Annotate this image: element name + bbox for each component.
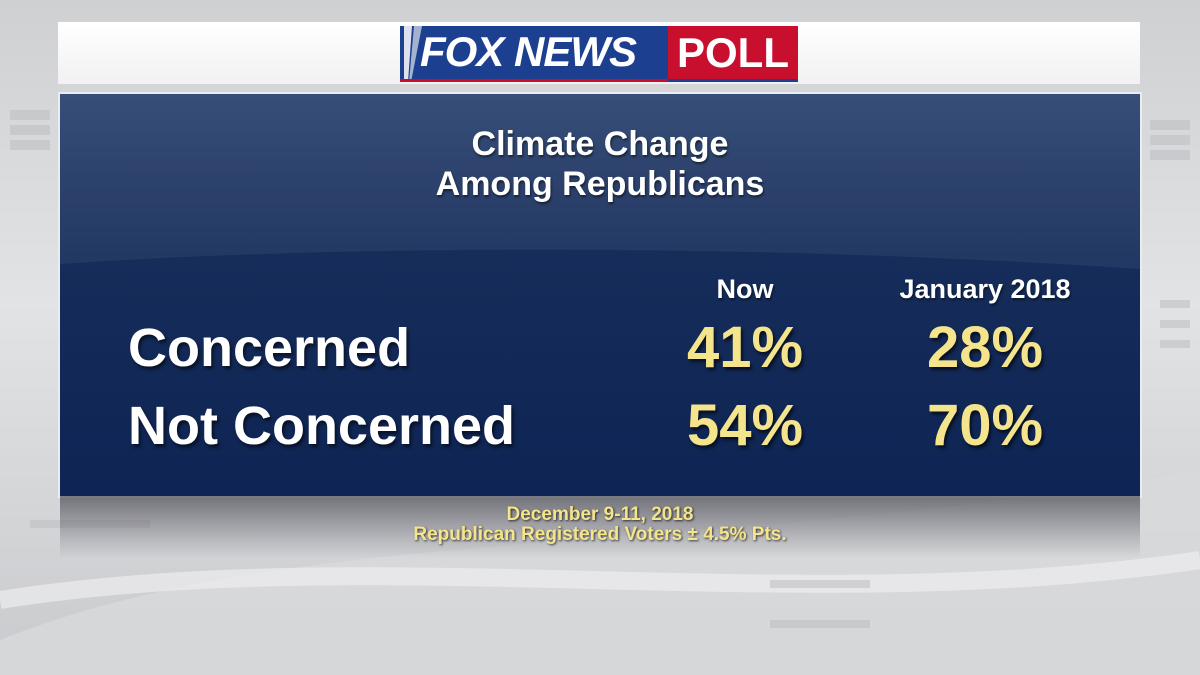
row-label-not-concerned: Not Concerned <box>128 396 516 456</box>
value-not-concerned-january-2018: 70% <box>926 393 1044 458</box>
searchlight-icon <box>404 26 422 79</box>
value-concerned-january-2018: 28% <box>926 315 1044 380</box>
value-not-concerned-now: 54% <box>686 393 804 458</box>
poll-panel: Climate Change Among Republicans Now Jan… <box>60 94 1140 496</box>
fox-news-logo-block: FOX NEWS <box>400 26 668 82</box>
column-header-now: Now <box>716 274 774 304</box>
chart-title-line1: Climate Change <box>471 125 729 163</box>
footer-shade <box>60 496 1140 558</box>
chart-title-line2: Among Republicans <box>435 165 765 203</box>
poll-footer: December 9-11, 2018 Republican Registere… <box>0 505 1200 545</box>
panel-sheen <box>60 94 1140 269</box>
logo-poll-text: POLL <box>668 26 798 82</box>
poll-dates: December 9-11, 2018 <box>506 504 694 525</box>
fox-news-poll-logo: FOX NEWS POLL <box>400 26 798 82</box>
poll-sample-note: Republican Registered Voters ± 4.5% Pts. <box>413 524 787 545</box>
value-concerned-now: 41% <box>686 315 804 380</box>
column-header-january-2018: January 2018 <box>899 274 1071 304</box>
chart-title: Climate Change Among Republicans <box>60 124 1140 204</box>
logo-fox-text: FOX NEWS <box>420 28 637 75</box>
row-label-concerned: Concerned <box>128 318 411 378</box>
